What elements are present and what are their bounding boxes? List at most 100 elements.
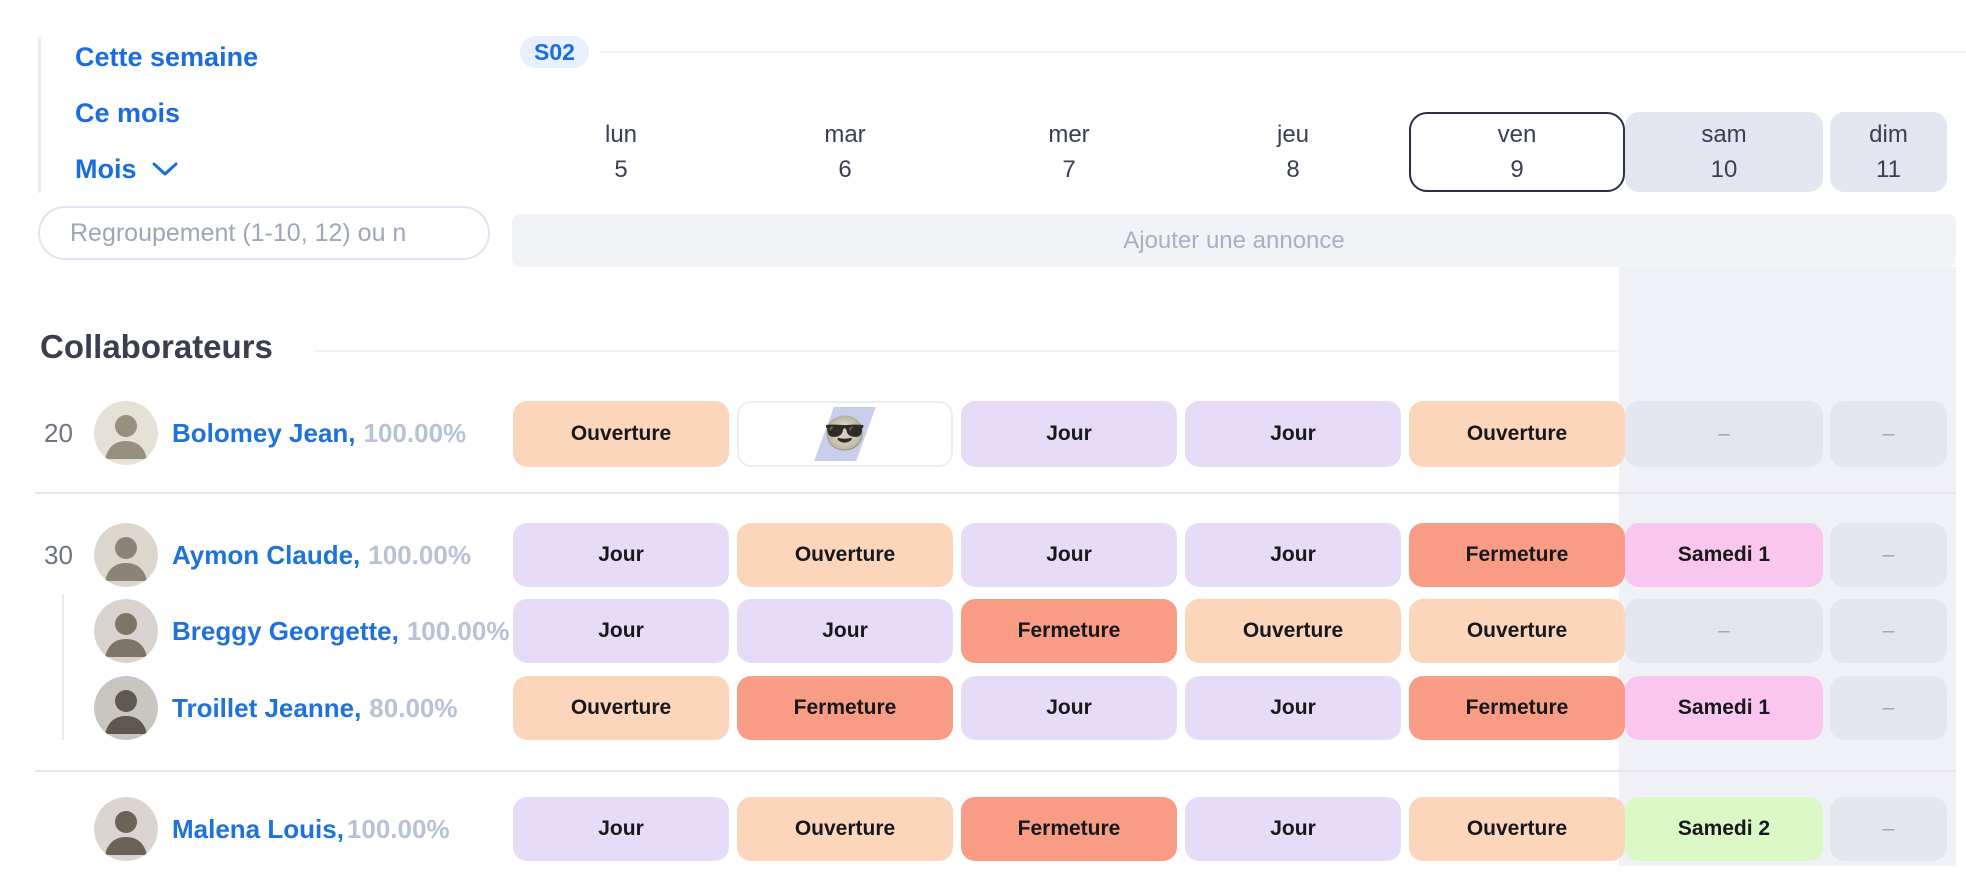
shift-label: Jour <box>598 817 644 840</box>
shift-label: Ouverture <box>570 696 672 719</box>
day-header-ven-selected[interactable]: ven 9 <box>1409 112 1625 192</box>
schedule-cell[interactable]: Jour <box>513 599 729 663</box>
day-name: lun <box>604 120 638 148</box>
shift-label: Jour <box>1270 696 1316 719</box>
collaborator-name-link[interactable]: Aymon Claude, <box>172 539 361 570</box>
schedule-cell[interactable]: Jour <box>961 401 1177 467</box>
day-name: dim <box>1869 120 1908 148</box>
shift-label: – <box>1882 696 1895 719</box>
collaborator-label: Malena Louis, 100.00% <box>172 797 450 861</box>
filter-mois-label: Mois <box>75 154 137 184</box>
collaborator-percent: 100.00% <box>363 417 467 448</box>
shift-label: Jour <box>822 619 868 642</box>
schedule-cell[interactable]: Ouverture <box>513 401 729 467</box>
collaborator-name-link[interactable]: Bolomey Jean, <box>172 417 356 448</box>
schedule-cell[interactable]: Fermeture <box>1409 676 1625 740</box>
collaborator-label: Bolomey Jean, 100.00% <box>172 401 466 465</box>
collaborator-name-link[interactable]: Malena Louis, <box>172 813 344 844</box>
schedule-cell[interactable]: Jour <box>513 797 729 861</box>
schedule-cell[interactable]: Fermeture <box>737 676 953 740</box>
schedule-cell[interactable]: Ouverture <box>1409 401 1625 467</box>
schedule-cell[interactable]: Jour <box>961 523 1177 587</box>
avatar <box>94 599 158 663</box>
collaborator-name-link[interactable]: Breggy Georgette, <box>172 615 399 646</box>
grouping-search-input[interactable] <box>68 217 460 249</box>
avatar <box>94 401 158 465</box>
grouping-search-field[interactable] <box>38 206 490 260</box>
schedule-cell[interactable]: Ouverture <box>513 676 729 740</box>
group-divider <box>35 492 1956 494</box>
filter-ce-mois[interactable]: Ce mois <box>75 98 180 129</box>
schedule-cell[interactable]: Samedi 1 <box>1625 523 1823 587</box>
schedule-cell[interactable]: Jour <box>1185 523 1401 587</box>
schedule-cell[interactable]: Jour <box>1185 676 1401 740</box>
shift-label: Jour <box>1270 543 1316 566</box>
schedule-cell[interactable]: Samedi 2 <box>1625 797 1823 861</box>
week-number-badge[interactable]: S02 <box>520 36 589 68</box>
shift-label: – <box>1718 422 1730 445</box>
add-announcement-bar[interactable]: Ajouter une annonce <box>512 214 1956 267</box>
schedule-cell[interactable]: Jour <box>737 599 953 663</box>
shift-label: – <box>1718 619 1730 642</box>
shift-label: – <box>1882 422 1895 445</box>
shift-label: Jour <box>1046 696 1092 719</box>
schedule-cell[interactable]: – <box>1625 599 1823 663</box>
day-name: sam <box>1701 120 1747 148</box>
filters-rail <box>38 37 41 193</box>
day-header-jeu[interactable]: jeu 8 <box>1185 112 1401 192</box>
add-announcement-placeholder: Ajouter une annonce <box>1123 226 1345 254</box>
collaborator-label: Aymon Claude, 100.00% <box>172 523 471 587</box>
filter-mois-dropdown[interactable]: Mois <box>75 154 179 185</box>
schedule-cell[interactable]: Jour <box>1185 797 1401 861</box>
collaborator-name-link[interactable]: Troillet Jeanne, <box>172 692 362 723</box>
filter-cette-semaine-label: Cette semaine <box>75 42 259 72</box>
day-name: mer <box>1048 120 1090 148</box>
schedule-cell[interactable]: Fermeture <box>961 797 1177 861</box>
shift-label: Fermeture <box>1465 696 1569 719</box>
schedule-cell[interactable]: – <box>1830 797 1947 861</box>
day-name: jeu <box>1276 120 1310 148</box>
shift-label: Ouverture <box>1466 422 1568 445</box>
schedule-cell[interactable]: Ouverture <box>1409 797 1625 861</box>
day-header-dim[interactable]: dim 11 <box>1830 112 1947 192</box>
shift-label: Ouverture <box>794 543 896 566</box>
schedule-cell[interactable]: – <box>1830 523 1947 587</box>
schedule-cell[interactable]: Samedi 1 <box>1625 676 1823 740</box>
schedule-cell[interactable]: Ouverture <box>737 523 953 587</box>
schedule-cell[interactable]: Ouverture <box>1185 599 1401 663</box>
day-header-sam[interactable]: sam 10 <box>1625 112 1823 192</box>
schedule-cell[interactable]: – <box>1830 676 1947 740</box>
avatar <box>94 797 158 861</box>
shift-label: Ouverture <box>1466 619 1568 642</box>
schedule-cell[interactable]: Jour <box>513 523 729 587</box>
shift-label: Ouverture <box>1466 817 1568 840</box>
shift-label: Fermeture <box>1017 817 1121 840</box>
sunglasses-emoji-icon: 😎 <box>823 415 867 453</box>
day-number: 5 <box>614 155 628 183</box>
collaborator-percent: 80.00% <box>369 692 458 723</box>
shift-label: Fermeture <box>1017 619 1121 642</box>
shift-label: Samedi 2 <box>1677 817 1771 840</box>
shift-label: Fermeture <box>793 696 897 719</box>
schedule-cell[interactable]: Fermeture <box>961 599 1177 663</box>
day-name: ven <box>1497 120 1537 148</box>
schedule-cell[interactable]: – <box>1830 401 1947 467</box>
schedule-cell[interactable]: Fermeture <box>1409 523 1625 587</box>
schedule-cell[interactable]: Ouverture <box>1409 599 1625 663</box>
avatar <box>94 523 158 587</box>
shift-label: Jour <box>1046 543 1092 566</box>
day-header-mar[interactable]: mar 6 <box>737 112 953 192</box>
day-header-lun[interactable]: lun 5 <box>513 112 729 192</box>
collaborator-percent: 100.00% <box>346 813 450 844</box>
day-header-mer[interactable]: mer 7 <box>961 112 1177 192</box>
filter-cette-semaine[interactable]: Cette semaine <box>75 42 258 73</box>
collaborator-label: Troillet Jeanne, 80.00% <box>172 676 457 740</box>
shift-label: Jour <box>598 619 644 642</box>
schedule-cell-vacation[interactable]: 😎 <box>737 401 953 467</box>
schedule-cell[interactable]: Ouverture <box>737 797 953 861</box>
schedule-cell[interactable]: Jour <box>961 676 1177 740</box>
schedule-cell[interactable]: Jour <box>1185 401 1401 467</box>
schedule-cell[interactable]: – <box>1625 401 1823 467</box>
schedule-cell[interactable]: – <box>1830 599 1947 663</box>
avatar <box>94 676 158 740</box>
